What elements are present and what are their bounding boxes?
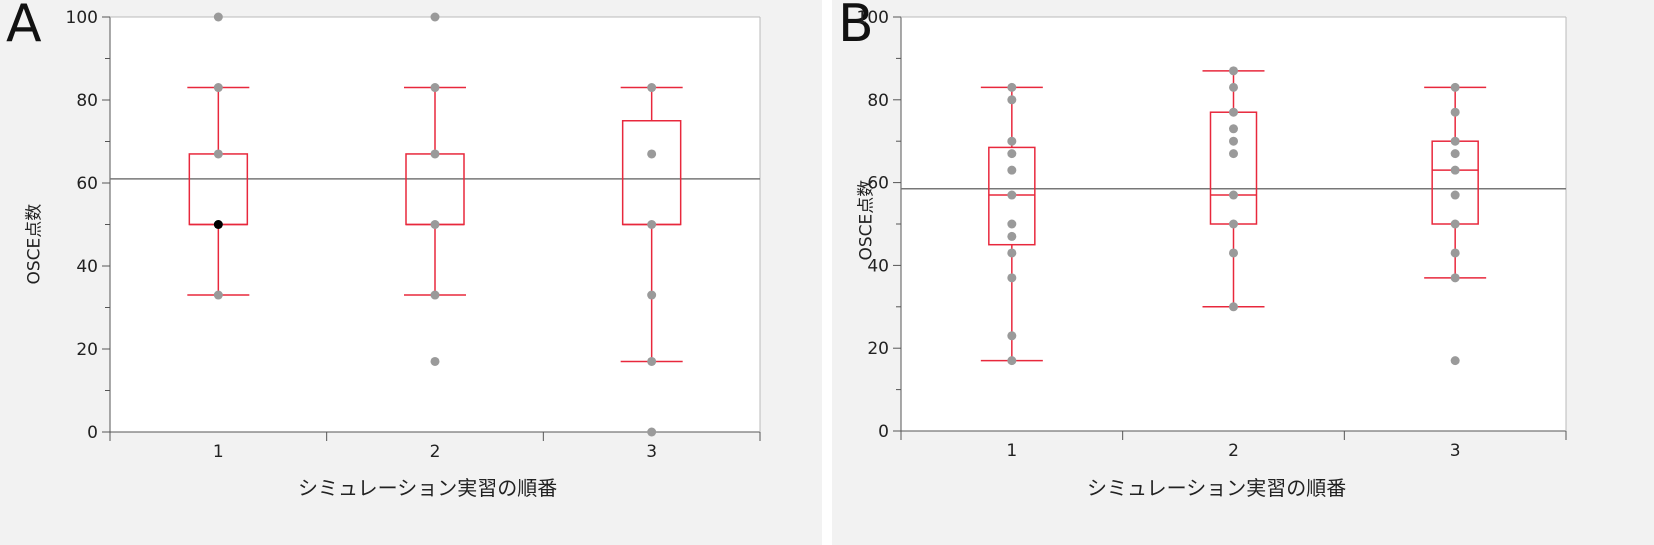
box-plot-b: 0 20 40 60 80 100 1 2 3 (857, 8, 1567, 461)
y-tick-label: 60 (76, 174, 98, 194)
data-point (1229, 302, 1238, 312)
data-point (1450, 82, 1460, 92)
data-point (1450, 219, 1460, 229)
data-point (1007, 95, 1017, 105)
x-tick-label: 1 (213, 442, 224, 462)
data-point (430, 290, 440, 300)
data-point (647, 356, 657, 366)
y-axis-label: OSCE点数 (24, 203, 45, 285)
data-point (1450, 248, 1460, 258)
y-tick-label: 0 (87, 423, 98, 443)
data-point (1450, 273, 1460, 283)
y-tick-label: 0 (878, 422, 889, 442)
data-point (1450, 107, 1460, 117)
data-point (430, 12, 440, 22)
y-tick-label: 60 (867, 174, 889, 194)
data-point (213, 290, 223, 300)
x-tick-label: 3 (646, 442, 657, 462)
panel-letter: A (6, 0, 42, 54)
data-point (1450, 149, 1460, 159)
chart-panel-b: B 0 20 40 60 80 100 1 2 3 OSCE点数 シミュレーション実習の順番 (832, 0, 1654, 545)
data-point (1229, 66, 1238, 76)
data-point (1229, 190, 1238, 200)
x-axis-label: シミュレーション実習の順番 (1087, 476, 1347, 500)
y-tick-label: 40 (76, 257, 98, 277)
panel-letter: B (838, 0, 874, 54)
data-point (1007, 136, 1017, 146)
y-tick-label: 20 (867, 339, 889, 359)
x-axis-label: シミュレーション実習の順番 (298, 476, 558, 500)
data-point (1007, 356, 1017, 366)
data-point (1450, 190, 1460, 200)
data-point (647, 149, 657, 159)
data-point (1450, 136, 1460, 146)
y-tick-label: 80 (867, 91, 889, 111)
y-tick-label: 80 (76, 91, 98, 111)
x-tick-label: 3 (1450, 441, 1461, 461)
data-point (1229, 107, 1238, 117)
data-point (430, 149, 440, 159)
data-point (1007, 248, 1017, 258)
data-point (430, 220, 440, 229)
y-axis-label: OSCE点数 (856, 179, 877, 261)
data-point (430, 356, 440, 366)
x-tick-label: 2 (430, 442, 441, 462)
data-point (1229, 136, 1238, 146)
box-plot-a: 0 20 40 60 80 100 1 2 3 (66, 8, 761, 462)
chart-panel-a: A 0 20 40 60 80 100 1 2 3 OSCE点数 シミュレーション実習の順番 (0, 0, 822, 545)
data-point (1450, 356, 1460, 366)
data-point (1229, 219, 1238, 229)
highlighted-data-point (213, 220, 223, 229)
data-point (1007, 231, 1017, 241)
x-tick-label: 1 (1006, 441, 1017, 461)
data-point (1450, 165, 1460, 175)
y-tick-label: 100 (857, 8, 889, 28)
data-point (1007, 82, 1017, 92)
data-point (1007, 149, 1017, 159)
data-point (213, 149, 223, 159)
data-point (647, 220, 657, 229)
data-point (1229, 82, 1238, 92)
data-point (1229, 124, 1238, 134)
data-point (213, 12, 223, 22)
data-point (1229, 149, 1238, 159)
data-point (1007, 219, 1017, 229)
data-point (1229, 248, 1238, 258)
box-iqr (988, 146, 1036, 246)
y-tick-label: 100 (66, 8, 98, 28)
data-point (430, 83, 440, 93)
data-point (213, 83, 223, 93)
x-tick-label: 2 (1228, 441, 1239, 461)
data-point (1007, 273, 1017, 283)
data-point (1007, 190, 1017, 200)
data-point (647, 290, 657, 300)
data-point (647, 83, 657, 93)
data-point (1007, 165, 1017, 175)
y-tick-label: 40 (867, 256, 889, 276)
data-point (1007, 331, 1017, 341)
y-tick-label: 20 (76, 340, 98, 360)
data-point (647, 427, 657, 437)
